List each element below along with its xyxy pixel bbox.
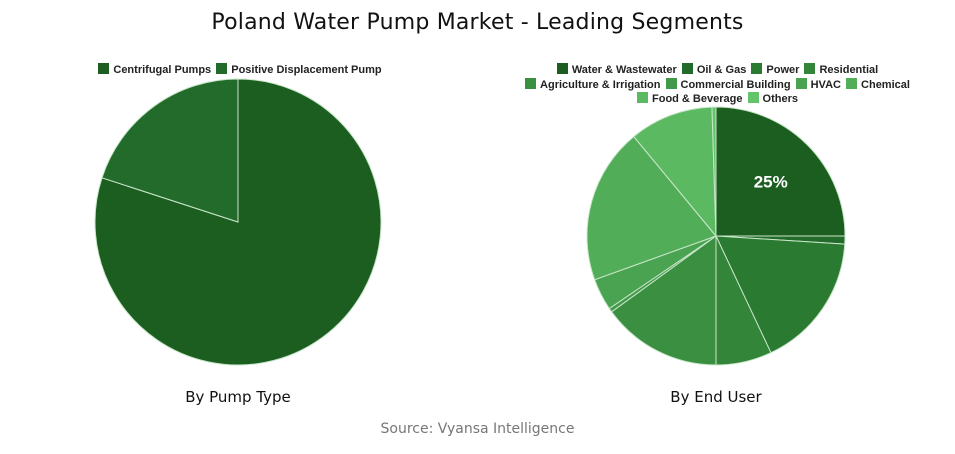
legend-item-others[interactable]: Others (747, 92, 798, 107)
pie-slice[interactable] (101, 78, 239, 223)
slice-percent-label: 25% (754, 172, 788, 191)
chart-title: Poland Water Pump Market - Leading Segme… (211, 10, 744, 35)
legend-swatch (637, 92, 648, 103)
legend-swatch (98, 63, 110, 74)
legend-swatch (747, 92, 759, 103)
legend-item-hvac[interactable]: HVAC (795, 77, 841, 93)
pie-slice[interactable] (633, 106, 717, 238)
legend-item-chemical[interactable]: Chemical (846, 77, 910, 93)
pie-slice[interactable] (586, 135, 717, 281)
legend-item-centrifugal[interactable]: Centrifugal Pumps (98, 63, 211, 78)
pie-slice[interactable] (610, 235, 717, 366)
legend-end-user: Water & Wastewater Oil & Gas Power Resid… (505, 63, 930, 107)
source-note: Source: Vyansa Intelligence (380, 421, 575, 437)
legend-item-residential[interactable]: Residential (804, 63, 878, 78)
legend-swatch (556, 63, 568, 74)
legend-swatch (681, 63, 693, 74)
pie-slice[interactable] (711, 106, 717, 237)
legend-item-food-beverage[interactable]: Food & Beverage (637, 92, 742, 107)
legend-swatch (525, 77, 537, 89)
legend-swatch (804, 63, 816, 74)
legend-item-agriculture[interactable]: Agriculture & Irrigation (525, 77, 660, 93)
pie-chart-end-user[interactable]: 25% (583, 103, 849, 369)
legend-item-oil-gas[interactable]: Oil & Gas (681, 63, 746, 78)
legend-swatch (846, 77, 858, 89)
caption-pump-type: By Pump Type (185, 388, 291, 406)
legend-item-commercial[interactable]: Commercial Building (665, 77, 791, 93)
legend-swatch (665, 77, 677, 89)
legend-pump-type: Centrifugal Pumps Positive Displacement … (80, 63, 400, 78)
legend-item-positive-displacement[interactable]: Positive Displacement Pump (216, 63, 382, 78)
pie-slice[interactable] (715, 106, 846, 237)
legend-item-power[interactable]: Power (751, 63, 799, 78)
pie-chart-pump-type[interactable] (90, 74, 386, 370)
legend-swatch (216, 63, 228, 74)
caption-end-user: By End User (670, 388, 762, 406)
legend-item-water[interactable]: Water & Wastewater (556, 63, 677, 78)
pie-slice[interactable] (715, 235, 846, 354)
legend-swatch (795, 77, 807, 89)
legend-swatch (751, 63, 763, 74)
